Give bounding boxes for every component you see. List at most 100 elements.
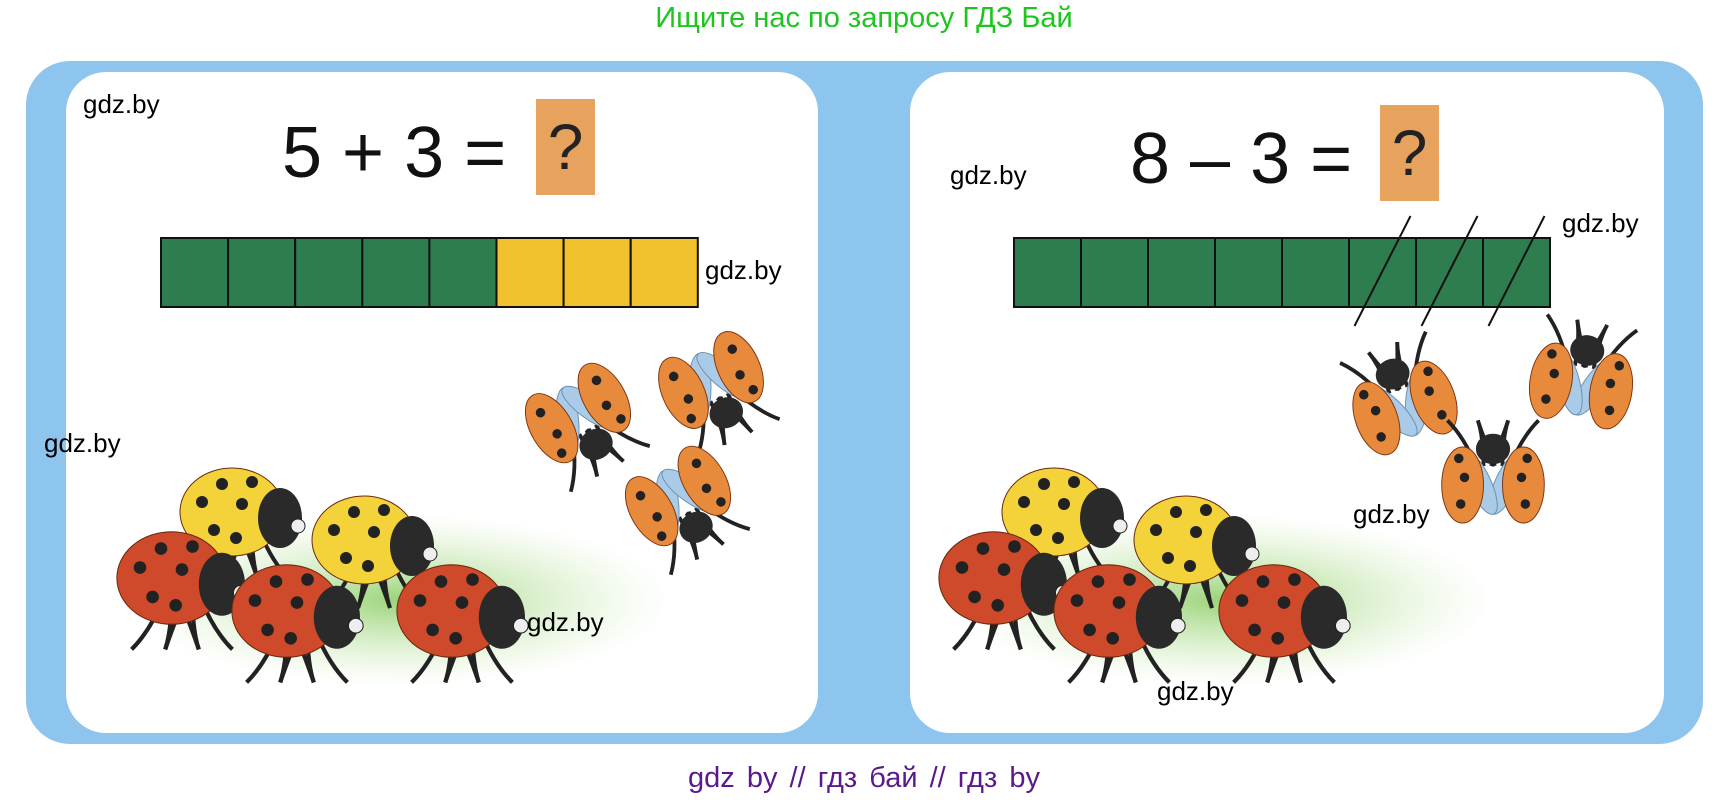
ladybug-spot [1424, 386, 1434, 396]
ladybug-shell [713, 331, 764, 404]
bar-cell [294, 237, 364, 308]
ladybug-spot [1459, 472, 1470, 483]
ladybug-spot [1150, 524, 1162, 536]
ladybug-spot [216, 478, 228, 490]
red-ladybug [1339, 330, 1458, 456]
yellow-ladybug [1001, 467, 1128, 582]
ladybug-spot [1549, 368, 1560, 379]
ladybug-spot [169, 599, 182, 612]
ladybug-spot [248, 594, 262, 607]
ladybug-spot [748, 384, 758, 395]
ladybug-spot [1271, 632, 1284, 645]
ladybug-spot [1184, 560, 1196, 572]
footer-text: gdz by // гдз бай // гдз by [688, 762, 1040, 794]
bar-cell [1214, 237, 1283, 308]
ladybug-spot [146, 590, 159, 604]
ladybug-spot [1541, 394, 1551, 404]
watermark: gdz.by [1562, 208, 1639, 238]
ladybug-spot [727, 344, 737, 354]
ladybug-spot [955, 561, 969, 574]
ladybug-head [709, 397, 744, 429]
ladybug-spot [686, 413, 696, 424]
watermark: gdz.by [83, 89, 160, 119]
ladybug-spot [449, 632, 462, 645]
ladybug-spot [175, 563, 189, 576]
header-text: Ищите нас по запросу ГДЗ Бай [655, 2, 1073, 34]
ladybug-spot [691, 458, 702, 469]
ladybug-spot [1091, 575, 1105, 588]
ladybug-spot [1248, 623, 1261, 637]
ladybug-spot [1256, 575, 1270, 588]
bar-cell [361, 237, 431, 308]
bar-cell [428, 237, 498, 308]
ladybug-spot [413, 594, 427, 607]
ladybug-head [579, 428, 613, 460]
ladybug-spot [735, 370, 745, 380]
ladybug-spot [668, 371, 679, 382]
ladybug-spot [1454, 453, 1464, 464]
ladybug-spot [301, 573, 314, 586]
ladybug-head [258, 488, 302, 548]
left-answer-box[interactable]: ? [536, 99, 595, 195]
ladybug-spot [616, 414, 626, 424]
ladybug-spot [1455, 499, 1466, 509]
ladybug-head [679, 511, 713, 543]
ladybug-eye [512, 617, 529, 634]
ladybug-head [1212, 516, 1256, 576]
watermark: gdz.by [44, 428, 121, 458]
ladybug-spot [208, 524, 220, 536]
ladybug-spot [1052, 532, 1064, 544]
ladybug-shell [1352, 381, 1401, 456]
red-ladybug [1218, 564, 1351, 684]
ladybug-eye [1169, 617, 1186, 634]
ladybug-spot [1170, 506, 1182, 518]
ladybug-spot [340, 552, 352, 564]
ladybug-spot [556, 448, 567, 458]
ladybug-shell [1441, 446, 1484, 524]
ladybug-spot [1008, 540, 1021, 553]
bar-cell [1147, 237, 1216, 308]
right-answer-box[interactable]: ? [1380, 105, 1439, 201]
red-ladybug [624, 445, 751, 576]
ladybug-spot [362, 560, 374, 572]
watermark: gdz.by [705, 255, 782, 285]
ladybug-spot [991, 599, 1004, 612]
ladybug-spot [1605, 378, 1616, 389]
ladybug-spot [426, 623, 439, 637]
ladybug-spot [1068, 476, 1080, 488]
ladybug-spot [1376, 432, 1386, 442]
ladybug-eye [1334, 617, 1351, 634]
ladybug-spot [591, 375, 602, 386]
right-equation: 8 – 3 = [1130, 119, 1353, 199]
ladybug-spot [652, 512, 662, 522]
ladybug-spot [1423, 366, 1433, 377]
ladybug-shell [1528, 342, 1574, 419]
ladybug-spot [601, 400, 612, 411]
bar-cell [629, 237, 699, 308]
ladybug-eye [347, 617, 364, 634]
ladybug-spot [154, 542, 168, 555]
ladybug-spot [552, 429, 562, 439]
yellow-ladybug [311, 495, 438, 610]
ladybug-spot [1123, 573, 1136, 586]
watermark: gdz.by [527, 607, 604, 637]
ladybug-spot [230, 532, 242, 544]
bar-cell [1013, 237, 1082, 308]
ladybug-spot [635, 490, 646, 501]
watermark: gdz.by [950, 160, 1027, 190]
ladybug-head [390, 516, 434, 576]
ladybug-spot [246, 476, 258, 488]
ladybug-spot [1038, 478, 1050, 490]
ladybug-spot [1030, 524, 1042, 536]
bar-cell [1080, 237, 1149, 308]
ladybug-eye [290, 518, 306, 534]
watermark: gdz.by [1353, 499, 1430, 529]
ladybug-spot [434, 575, 448, 588]
ladybug-spot [1058, 498, 1070, 510]
ladybug-spot [290, 596, 304, 609]
red-ladybug [658, 331, 781, 459]
ladybug-spot [1235, 594, 1249, 607]
ladybug-spot [133, 561, 147, 574]
ladybug-spot [1200, 504, 1212, 516]
ladybug-spot [1083, 623, 1096, 637]
